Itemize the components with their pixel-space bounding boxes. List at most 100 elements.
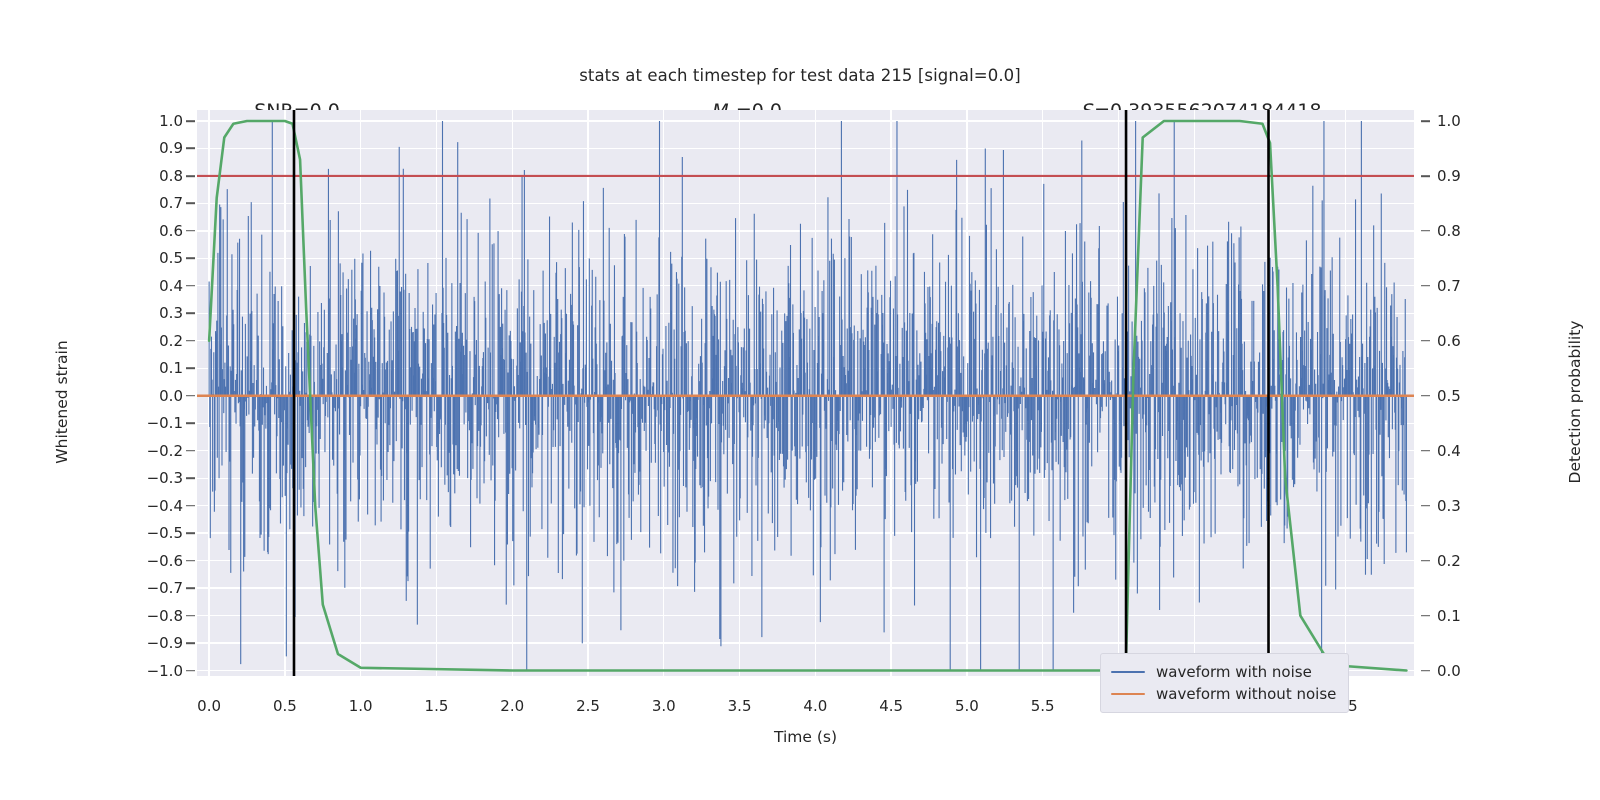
x-tick-label: 3.0 (651, 697, 676, 715)
grid-line-vertical (663, 110, 665, 676)
plot-series-layer (197, 110, 1414, 676)
y-tick-label-left: −0.1 (146, 414, 183, 433)
y-tick-mark-left (186, 642, 195, 644)
x-tick-label: 5.5 (1030, 697, 1055, 715)
grid-line-horizontal (197, 559, 1414, 562)
y-tick-label-right: 0.5 (1437, 386, 1461, 405)
y-tick-label-right: 0.4 (1437, 441, 1461, 460)
y-tick-mark-left (186, 202, 195, 205)
series-detection-probability (207, 119, 1408, 672)
y-tick-label-left: 0.6 (159, 221, 183, 240)
y-axis-label-left: Whitened strain (53, 340, 71, 464)
x-tick-label: 2.0 (500, 697, 525, 715)
y-tick-label-left: 0.8 (159, 166, 183, 185)
y-tick-mark-left (186, 175, 195, 177)
vertical-marker-lines (292, 110, 1270, 676)
y-tick-mark-left (186, 477, 195, 479)
y-tick-mark-left (186, 339, 195, 342)
y-tick-mark-left (186, 504, 195, 507)
plot-area (197, 110, 1414, 676)
y-tick-label-left: −0.5 (146, 524, 183, 543)
y-tick-label-left: 0.7 (159, 194, 183, 213)
y-tick-mark-left (186, 120, 195, 122)
y-tick-label-left: 0.2 (159, 331, 183, 350)
x-tick-label: 0.5 (272, 697, 297, 715)
y-tick-label-left: 0.5 (159, 249, 183, 268)
y-tick-mark-left (186, 312, 195, 315)
y-tick-label-right: 0.8 (1437, 221, 1461, 240)
y-tick-mark-right (1421, 449, 1430, 452)
x-tick-label: 5.0 (954, 697, 979, 715)
y-tick-label-left: −0.9 (146, 634, 183, 653)
y-tick-label-left: 0.9 (159, 139, 183, 158)
chart-title: stats at each timestep for test data 215… (579, 66, 1021, 85)
y-tick-label-left: 0.1 (159, 359, 183, 378)
legend-swatch-icon (1111, 692, 1145, 696)
y-tick-mark-left (186, 449, 195, 452)
y-tick-label-right: 0.7 (1437, 276, 1461, 295)
y-tick-label-right: 0.6 (1437, 331, 1461, 350)
y-tick-label-left: −0.2 (146, 441, 183, 460)
y-tick-mark-right (1421, 230, 1430, 232)
grid-line-vertical (738, 110, 741, 676)
grid-line-horizontal (197, 505, 1414, 507)
y-tick-mark-left (186, 532, 195, 534)
x-tick-label: 0.0 (197, 697, 222, 715)
grid-line-horizontal (197, 477, 1414, 479)
y-tick-mark-left (186, 230, 195, 232)
y-tick-mark-left (186, 257, 195, 260)
y-tick-label-left: −0.6 (146, 551, 183, 570)
y-tick-label-right: 0.3 (1437, 496, 1461, 515)
legend-label: waveform without noise (1156, 685, 1337, 703)
legend-label: waveform with noise (1156, 663, 1312, 681)
y-tick-label-left: −0.4 (146, 496, 183, 515)
x-tick-label: 3.5 (727, 697, 752, 715)
y-tick-label-right: 0.1 (1437, 606, 1461, 625)
y-tick-mark-right (1421, 175, 1430, 177)
y-tick-mark-left (186, 367, 195, 370)
grid-line-horizontal (197, 147, 1414, 150)
y-tick-mark-left (186, 285, 195, 287)
y-tick-mark-left (186, 394, 195, 397)
y-tick-mark-left (186, 559, 195, 562)
grid-line-horizontal (197, 257, 1414, 260)
y-tick-label-left: 0.4 (159, 276, 183, 295)
y-tick-mark-right (1421, 504, 1430, 507)
grid-line-vertical (966, 110, 968, 676)
grid-line-vertical (587, 110, 589, 676)
y-tick-label-left: 1.0 (159, 111, 183, 130)
grid-line-vertical (284, 110, 286, 676)
grid-line-horizontal (197, 230, 1414, 232)
x-tick-label: 1.0 (348, 697, 373, 715)
y-tick-mark-left (186, 587, 195, 589)
y-tick-mark-right (1421, 669, 1430, 672)
y-tick-mark-right (1421, 614, 1430, 617)
legend-entry[interactable]: waveform without noise (1111, 683, 1336, 705)
grid-line-vertical (511, 110, 513, 676)
x-axis-label: Time (s) (773, 728, 838, 746)
y-axis-label-right: Detection probability (1566, 320, 1584, 484)
y-tick-mark-right (1421, 394, 1430, 397)
y-tick-label-left: 0.0 (159, 386, 183, 405)
y-tick-mark-left (186, 669, 195, 672)
y-tick-mark-right (1421, 285, 1430, 287)
y-tick-label-right: 0.9 (1437, 166, 1461, 185)
y-tick-mark-left (186, 147, 195, 150)
legend-box[interactable]: waveform with noise waveform without nois… (1100, 653, 1350, 713)
y-tick-mark-left (186, 422, 195, 425)
grid-line-horizontal (197, 202, 1414, 205)
y-tick-label-right: 0.2 (1437, 551, 1461, 570)
grid-line-horizontal (197, 285, 1414, 287)
y-tick-mark-left (186, 614, 195, 617)
y-tick-mark-right (1421, 559, 1430, 562)
grid-line-horizontal (197, 532, 1414, 534)
legend-entry[interactable]: waveform with noise (1111, 661, 1336, 683)
grid-line-vertical (1193, 110, 1195, 676)
y-tick-mark-right (1421, 120, 1430, 122)
grid-line-horizontal (197, 367, 1414, 369)
y-tick-label-left: −0.8 (146, 606, 183, 625)
y-tick-label-right: 0.0 (1437, 661, 1461, 680)
x-tick-label: 4.5 (879, 697, 904, 715)
x-tick-label: 2.5 (576, 697, 600, 715)
